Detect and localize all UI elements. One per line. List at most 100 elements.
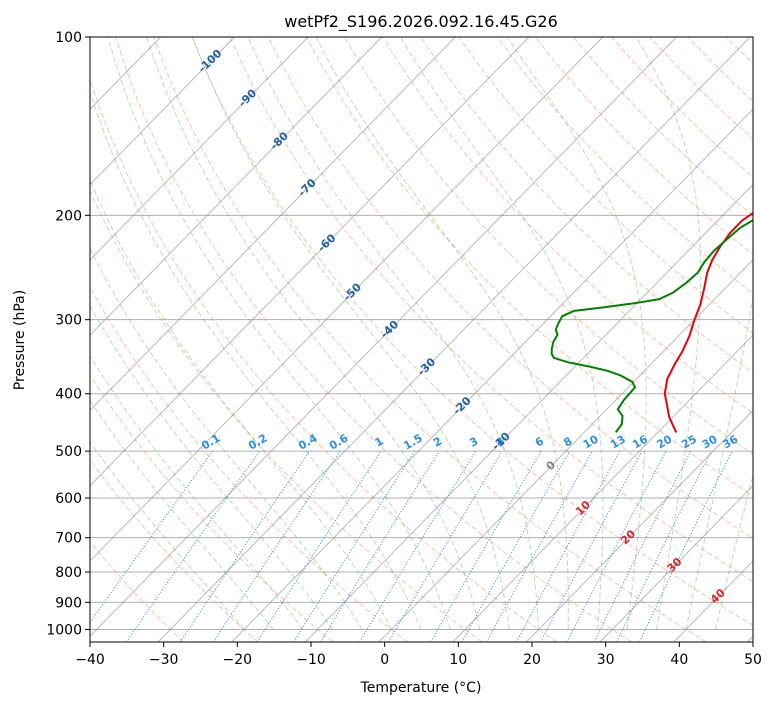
mixing-ratio-line	[90, 450, 214, 624]
y-axis-label: Pressure (hPa)	[12, 290, 28, 390]
x-tick-label: 10	[449, 652, 467, 668]
mixing-ratio-label: 6	[533, 434, 546, 449]
dry-adiabat	[649, 37, 753, 140]
isotherm-line	[231, 108, 753, 642]
mixing-ratio-line	[566, 450, 667, 642]
moist-adiabat	[400, 37, 604, 630]
x-tick-label: 50	[744, 652, 762, 668]
mixing-ratio-line	[320, 450, 440, 642]
mixing-ratio-label: 30	[700, 432, 720, 451]
plot-frame	[89, 36, 754, 643]
isotherm-line	[157, 37, 751, 642]
moist-adiabat	[715, 473, 753, 630]
moist-adiabat	[107, 37, 451, 630]
y-tick-label: 1000	[46, 622, 82, 638]
x-tick-label: −10	[296, 652, 326, 668]
mixing-ratio-line	[639, 450, 733, 642]
x-tick-label: −30	[149, 652, 179, 668]
dry-adiabat	[611, 37, 753, 178]
moist-adiabat	[685, 294, 753, 630]
mixing-ratio-line	[430, 450, 542, 642]
mixing-ratio-label: 25	[679, 433, 699, 452]
isotherm-line	[452, 334, 753, 642]
dry-adiabat	[191, 37, 753, 626]
moist-adiabat	[247, 37, 540, 630]
dry-adiabat	[90, 189, 483, 642]
moist-adiabat	[90, 178, 392, 630]
y-tick-label: 300	[55, 313, 82, 329]
dry-adiabat	[420, 37, 753, 374]
dewpoint-profile	[550, 168, 753, 433]
mixing-ratio-label: 1.5	[401, 432, 424, 453]
isotherm-line	[526, 409, 753, 642]
dry-adiabat	[90, 286, 408, 642]
dry-adiabat	[305, 37, 753, 497]
isotherm-line	[90, 37, 456, 412]
dry-adiabat	[115, 37, 632, 642]
moist-adiabat	[192, 37, 510, 630]
mixing-ratio-label: 10	[581, 432, 601, 451]
moist-adiabat	[90, 441, 245, 630]
x-tick-label: 30	[597, 652, 615, 668]
mixing-ratio-line	[125, 450, 261, 642]
isotherm-line	[90, 37, 235, 186]
isotherm-line	[305, 183, 753, 642]
isotherm-line	[90, 37, 383, 336]
dry-adiabat	[229, 37, 753, 583]
mixing-ratio-line	[359, 450, 477, 642]
mixing-ratio-label: 20	[655, 432, 675, 451]
x-tick-label: −20	[223, 652, 253, 668]
dry-adiabat	[725, 37, 753, 65]
y-tick-label: 600	[55, 491, 82, 507]
moist-adiabat	[90, 247, 363, 630]
mixing-ratio-line	[256, 450, 382, 642]
y-axis: 100 200 300 400 500 600 700 800 900 1000	[46, 30, 90, 638]
moist-adiabat	[506, 37, 647, 630]
x-tick-label: 0	[380, 652, 389, 668]
y-tick-label: 400	[55, 387, 82, 403]
x-tick-label: 20	[523, 652, 541, 668]
dry-adiabat	[496, 37, 753, 295]
mixing-ratio-line	[388, 450, 503, 642]
dry-adiabat	[90, 78, 557, 642]
dry-adiabat	[90, 540, 184, 642]
y-tick-label: 900	[55, 595, 82, 611]
dry-adiabat	[344, 37, 753, 455]
mixing-ratio-label: 16	[630, 432, 650, 451]
mixing-ratio-label: 8	[561, 435, 574, 450]
isotherm-line	[90, 37, 309, 261]
isotherm-line	[90, 37, 604, 562]
isotherm-line	[378, 259, 753, 642]
dry-adiabat	[764, 37, 775, 642]
y-tick-label: 100	[55, 30, 82, 46]
moist-adiabat	[90, 304, 333, 630]
dry-adiabat	[573, 37, 753, 217]
mixing-ratio-line	[486, 450, 593, 642]
mixing-ratio-line	[212, 450, 341, 642]
moist-adiabat	[90, 90, 422, 630]
isotherm-line	[90, 37, 530, 487]
x-axis: −40 −30 −20 −10 0 10 20 30 40 50	[75, 642, 762, 668]
temperature-profile	[663, 211, 753, 433]
dry-adiabat	[458, 37, 753, 334]
mixing-ratio-label: 3	[467, 435, 480, 450]
mixing-ratio-line	[593, 450, 692, 642]
x-tick-label: 40	[670, 652, 688, 668]
dry-adiabat	[382, 37, 753, 414]
dry-adiabat	[153, 37, 707, 642]
mixing-ratio-label: 0.4	[296, 431, 320, 452]
mixing-ratio-label: 1	[373, 435, 386, 450]
moist-adiabat	[146, 37, 481, 630]
plot-area	[90, 37, 775, 642]
chart-title: wetPf2_S196.2026.092.16.45.G26	[284, 12, 558, 32]
x-axis-label: Temperature (°C)	[360, 680, 482, 696]
dry-adiabat	[90, 374, 333, 642]
y-tick-label: 200	[55, 208, 82, 224]
dry-adiabat	[267, 37, 753, 539]
y-tick-label: 500	[55, 444, 82, 460]
isotherm-line	[747, 635, 753, 642]
y-tick-label: 700	[55, 531, 82, 547]
y-tick-label: 800	[55, 565, 82, 581]
mixing-ratio-line	[293, 450, 416, 642]
